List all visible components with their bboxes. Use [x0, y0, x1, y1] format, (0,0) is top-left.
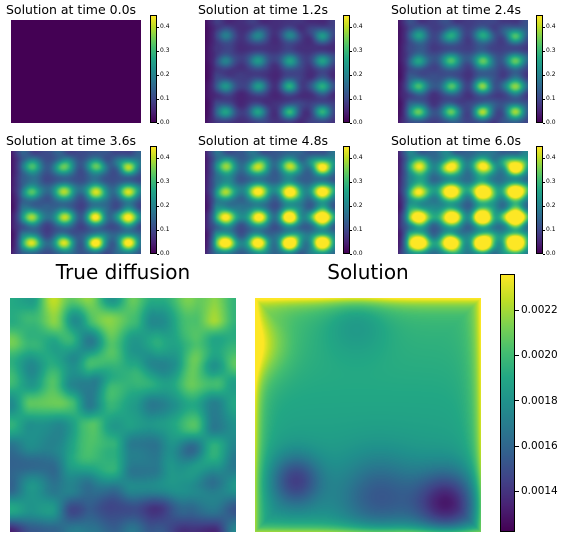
heatmap-t3 — [11, 151, 141, 254]
panel-title-5: Solution at time 6.0s — [391, 133, 522, 148]
colorbar-big-tick-mark-3 — [515, 354, 519, 356]
colorbar-2-tick-mark-2 — [543, 74, 545, 76]
colorbar-3-tick-mark-3 — [157, 181, 159, 183]
colorbar-2-tick-mark-3 — [543, 50, 545, 52]
colorbar-big-tick-label-1: 0.0016 — [521, 440, 558, 452]
colorbar-4-tick-mark-0 — [350, 253, 352, 255]
colorbar-0-tick-mark-2 — [157, 74, 159, 76]
colorbar-5-tick-mark-1 — [543, 229, 545, 231]
colorbar-4-tick-label-0: 0.0 — [353, 250, 363, 257]
colorbar-5-tick-label-2: 0.2 — [546, 202, 556, 209]
colorbar-1-tick-label-1: 0.1 — [353, 95, 363, 102]
colorbar-4-tick-mark-2 — [350, 205, 352, 207]
colorbar-3-tick-mark-2 — [157, 205, 159, 207]
panel-title-4: Solution at time 4.8s — [198, 133, 329, 148]
colorbar-5-tick-label-0: 0.0 — [546, 250, 556, 257]
heatmap-t4 — [205, 151, 335, 254]
colorbar-big-tick-mark-4 — [515, 309, 519, 311]
colorbar-0-tick-mark-0 — [157, 122, 159, 124]
colorbar-0-tick-label-2: 0.2 — [160, 71, 170, 78]
colorbar-0-tick-label-3: 0.3 — [160, 47, 170, 54]
colorbar-4-tick-label-3: 0.3 — [353, 178, 363, 185]
colorbar-0-tick-mark-1 — [157, 98, 159, 100]
colorbar-4-tick-label-4: 0.4 — [353, 154, 363, 161]
colorbar-2-tick-label-3: 0.3 — [546, 47, 556, 54]
colorbar-3-tick-label-1: 0.1 — [160, 226, 170, 233]
colorbar-2-tick-label-0: 0.0 — [546, 119, 556, 126]
colorbar-5-tick-label-1: 0.1 — [546, 226, 556, 233]
panel-title-0: Solution at time 0.0s — [6, 2, 137, 17]
colorbar-1 — [343, 15, 350, 123]
colorbar-2-tick-label-4: 0.4 — [546, 23, 556, 30]
colorbar-0-tick-mark-4 — [157, 26, 159, 28]
colorbar-1-tick-label-4: 0.4 — [353, 23, 363, 30]
colorbar-5-tick-mark-2 — [543, 205, 545, 207]
colorbar-2-tick-mark-1 — [543, 98, 545, 100]
colorbar-3-tick-mark-1 — [157, 229, 159, 231]
colorbar-big-tick-label-4: 0.0022 — [521, 304, 558, 317]
colorbar-1-tick-mark-3 — [350, 50, 352, 52]
panel-title-2: Solution at time 2.4s — [391, 2, 522, 17]
colorbar-5-tick-mark-4 — [543, 157, 545, 159]
panel-title-3: Solution at time 3.6s — [6, 133, 137, 148]
colorbar-1-tick-mark-4 — [350, 26, 352, 28]
colorbar-0-tick-label-1: 0.1 — [160, 95, 170, 102]
colorbar-4-tick-label-2: 0.2 — [353, 202, 363, 209]
true-diffusion-title: True diffusion — [55, 260, 191, 284]
colorbar-big-tick-label-2: 0.0018 — [521, 394, 558, 407]
colorbar-1-tick-mark-1 — [350, 98, 352, 100]
heatmap-t2 — [398, 20, 528, 123]
heatmap-solution — [255, 298, 481, 532]
colorbar-3-tick-mark-4 — [157, 157, 159, 159]
colorbar-4-tick-label-1: 0.1 — [353, 226, 363, 233]
colorbar-5 — [536, 146, 543, 254]
heatmap-t5 — [398, 151, 528, 254]
colorbar-3-tick-label-4: 0.4 — [160, 154, 170, 161]
heatmap-t1 — [205, 20, 335, 123]
colorbar-big-tick-mark-2 — [515, 400, 519, 402]
colorbar-big-tick-label-0: 0.0014 — [521, 485, 558, 498]
colorbar-3-tick-label-0: 0.0 — [160, 250, 170, 257]
colorbar-2 — [536, 15, 543, 123]
solution-title: Solution — [327, 260, 409, 284]
panel-title-1: Solution at time 1.2s — [198, 2, 329, 17]
colorbar-4-tick-mark-1 — [350, 229, 352, 231]
colorbar-0 — [150, 15, 157, 123]
colorbar-0-tick-label-0: 0.0 — [160, 119, 170, 126]
colorbar-2-tick-label-2: 0.2 — [546, 71, 556, 78]
colorbar-5-tick-label-3: 0.3 — [546, 178, 556, 185]
colorbar-2-tick-mark-4 — [543, 26, 545, 28]
colorbar-2-tick-label-1: 0.1 — [546, 95, 556, 102]
colorbar-4-tick-mark-4 — [350, 157, 352, 159]
colorbar-big-tick-mark-1 — [515, 445, 519, 447]
colorbar-1-tick-mark-0 — [350, 122, 352, 124]
colorbar-big-tick-mark-0 — [515, 490, 519, 492]
colorbar-4-tick-mark-3 — [350, 181, 352, 183]
colorbar-3-tick-label-2: 0.2 — [160, 202, 170, 209]
colorbar-1-tick-mark-2 — [350, 74, 352, 76]
colorbar-3-tick-label-3: 0.3 — [160, 178, 170, 185]
colorbar-big-tick-label-3: 0.0020 — [521, 349, 558, 362]
colorbar-0-tick-mark-3 — [157, 50, 159, 52]
colorbar-4 — [343, 146, 350, 254]
colorbar-big — [500, 274, 515, 532]
colorbar-1-tick-label-0: 0.0 — [353, 119, 363, 126]
colorbar-3 — [150, 146, 157, 254]
colorbar-5-tick-label-4: 0.4 — [546, 154, 556, 161]
colorbar-1-tick-label-2: 0.2 — [353, 71, 363, 78]
colorbar-0-tick-label-4: 0.4 — [160, 23, 170, 30]
colorbar-5-tick-mark-3 — [543, 181, 545, 183]
heatmap-t0 — [11, 20, 141, 123]
colorbar-2-tick-mark-0 — [543, 122, 545, 124]
colorbar-3-tick-mark-0 — [157, 253, 159, 255]
heatmap-true-diffusion — [10, 298, 236, 532]
colorbar-5-tick-mark-0 — [543, 253, 545, 255]
colorbar-1-tick-label-3: 0.3 — [353, 47, 363, 54]
